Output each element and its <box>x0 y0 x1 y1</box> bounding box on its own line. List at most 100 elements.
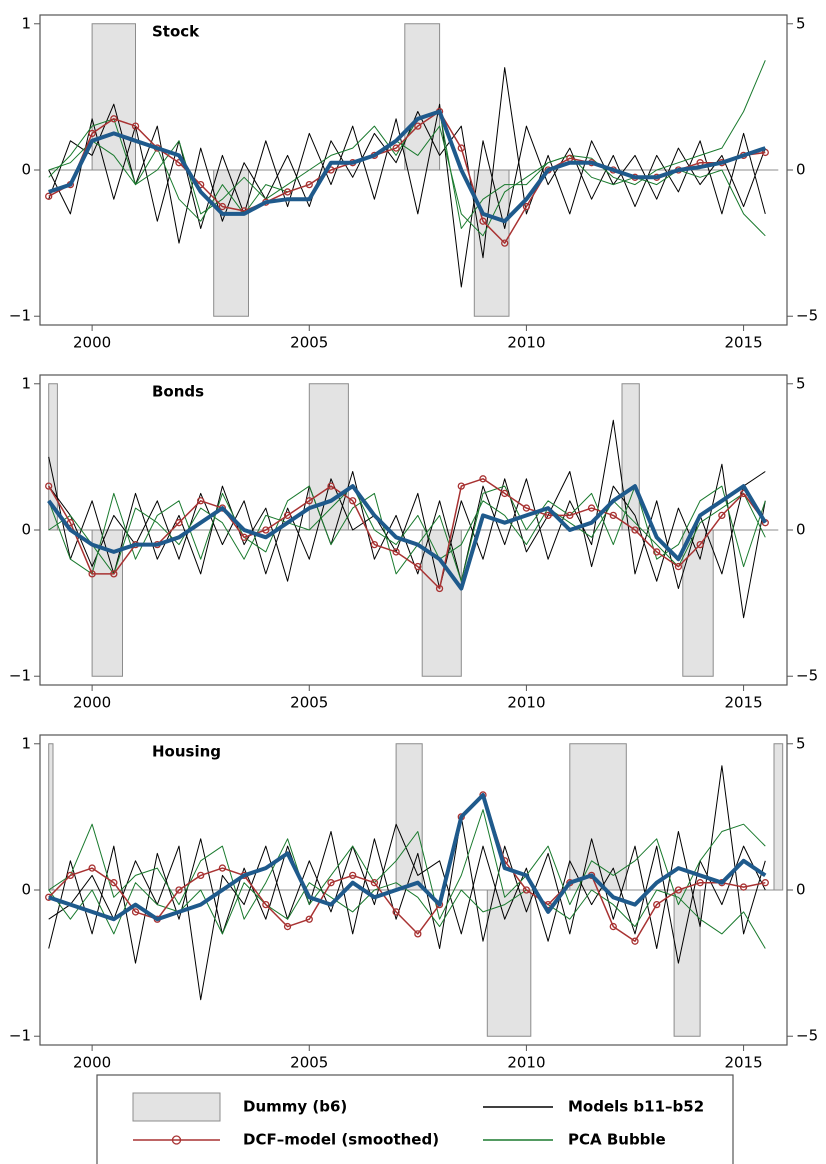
y2-tick-label: 0 <box>796 521 806 539</box>
series-marker <box>370 540 379 549</box>
series-marker <box>392 548 400 556</box>
panel-title: Housing <box>152 743 221 761</box>
series-marker <box>283 511 292 520</box>
series-marker <box>327 879 335 887</box>
series-marker <box>609 922 617 931</box>
y-tick-label: 0 <box>21 881 31 899</box>
x-tick-label: 2010 <box>507 1054 545 1072</box>
series-marker <box>631 937 639 945</box>
series-marker <box>718 511 726 520</box>
panel: −1 0 1 −5 0 5 2000 2005 2010 2015 Stock <box>9 14 818 351</box>
series-marker <box>587 504 596 512</box>
legend-label: DCF–model (smoothed) <box>243 1131 439 1149</box>
series-marker <box>218 864 227 872</box>
series-marker <box>457 144 465 152</box>
series-marker <box>696 879 704 887</box>
x-tick-label: 2000 <box>73 1054 111 1072</box>
series-marker <box>305 180 313 189</box>
plot-area <box>45 383 779 677</box>
series-marker <box>66 871 75 880</box>
x-tick-label: 2000 <box>73 694 111 712</box>
legend: Dummy (b6) Models b11–b52 DCF–model (smoot… <box>96 1074 734 1164</box>
series-marker <box>131 908 140 916</box>
series-marker <box>457 482 465 490</box>
series-marker <box>110 879 118 887</box>
series-marker <box>674 886 683 894</box>
series-line <box>48 485 766 582</box>
series-marker <box>175 519 183 527</box>
legend-label: Dummy (b6) <box>243 1098 347 1116</box>
series-marker <box>653 900 661 909</box>
series-marker <box>392 144 400 152</box>
series-marker <box>240 533 248 541</box>
series-marker <box>761 879 769 887</box>
y-tick-label: 0 <box>21 521 31 539</box>
y2-tick-label: 0 <box>796 161 806 179</box>
series-marker <box>88 864 96 872</box>
series-marker <box>45 192 53 200</box>
series-marker <box>45 482 53 490</box>
panel-title: Stock <box>152 23 200 41</box>
plot-area <box>45 743 784 1037</box>
dummy-area <box>48 383 779 677</box>
x-tick-label: 2015 <box>724 334 762 352</box>
y-tick-label: 0 <box>21 161 31 179</box>
series-marker <box>197 871 205 880</box>
y-tick-label: −1 <box>9 307 31 325</box>
series-line <box>48 125 766 237</box>
series-marker <box>414 562 422 571</box>
series-line <box>48 109 766 224</box>
series-marker <box>566 511 574 520</box>
x-tick-label: 2005 <box>290 1054 328 1072</box>
series-line <box>48 463 766 619</box>
x-tick-label: 2015 <box>724 694 762 712</box>
series-marker <box>696 540 704 549</box>
y-tick-label: 1 <box>21 14 31 32</box>
series-marker <box>653 548 661 556</box>
x-tick-label: 2000 <box>73 334 111 352</box>
x-tick-label: 2010 <box>507 334 545 352</box>
series-marker <box>435 584 444 593</box>
series-line <box>48 478 766 590</box>
series-marker <box>262 526 270 534</box>
x-tick-label: 2015 <box>724 1054 762 1072</box>
series-marker <box>175 886 183 894</box>
series-marker <box>479 475 487 483</box>
series-line <box>48 794 766 942</box>
y2-tick-label: −5 <box>796 667 818 685</box>
legend-label: Models b11–b52 <box>568 1098 704 1116</box>
series-marker <box>522 504 531 512</box>
panel-title: Bonds <box>152 383 204 401</box>
series-marker <box>349 871 357 880</box>
series-marker <box>739 883 748 891</box>
series-marker <box>370 879 379 887</box>
series-marker <box>110 570 118 578</box>
x-tick-label: 2010 <box>507 694 545 712</box>
series-line <box>47 484 768 591</box>
y-tick-label: 1 <box>21 374 31 392</box>
series-marker <box>110 115 118 123</box>
panel: −1 0 1 −5 0 5 2000 2005 2010 2015 Bonds <box>9 374 818 711</box>
series-marker <box>305 497 313 505</box>
y2-tick-label: 5 <box>796 734 806 752</box>
series-marker <box>522 886 531 894</box>
series-marker <box>414 930 422 938</box>
series-marker <box>522 202 531 211</box>
series-line <box>48 419 766 589</box>
series-line <box>48 823 766 1001</box>
y2-tick-label: 5 <box>796 374 806 392</box>
legend-label: PCA Bubble <box>568 1131 666 1149</box>
series-marker <box>197 497 205 505</box>
series-marker <box>262 900 270 909</box>
series-marker <box>501 489 509 498</box>
series-marker <box>88 129 96 138</box>
series-marker <box>479 217 487 225</box>
y2-tick-label: −5 <box>796 307 818 325</box>
plot-area <box>45 23 779 317</box>
dummy-area <box>48 23 779 317</box>
legend-swatch <box>132 1092 221 1122</box>
y2-tick-label: 0 <box>796 881 806 899</box>
series-line <box>48 882 766 949</box>
series-marker <box>88 570 96 578</box>
series-marker <box>544 511 552 520</box>
